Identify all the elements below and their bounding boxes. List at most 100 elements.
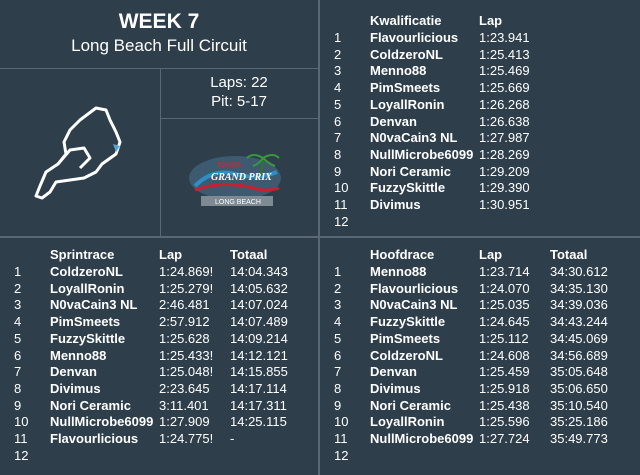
position-cell: 8 [14, 380, 22, 396]
position-cell: 5 [334, 330, 342, 346]
driver-name: LoyallRonin [50, 280, 125, 296]
lap-time: 1:26.268 [479, 96, 530, 112]
qualifying-table: Kwalificatie Lap 1 Flavourlicious 1:23.941… [334, 13, 634, 233]
total-time: 34:56.689 [550, 347, 608, 363]
position-cell: 10 [334, 414, 349, 430]
sprint-table: Sprintrace Lap Totaal 1 ColdzeroNL 1:24.86… [14, 247, 314, 472]
total-time: 34:43.244 [550, 314, 608, 330]
divider-laps [160, 118, 318, 119]
lap-time: 1:25.918 [479, 380, 530, 396]
position-cell: 1 [334, 264, 342, 279]
position-cell: 5 [14, 330, 22, 346]
lap-time: 1:25.669 [479, 80, 530, 96]
position-cell: 6 [14, 347, 22, 363]
position-cell: 9 [334, 163, 342, 179]
lap-time: 1:27.987 [479, 130, 530, 146]
driver-name: ColdzeroNL [50, 264, 123, 279]
lap-time: 2:46.481 [159, 297, 210, 313]
qualifying-header: Kwalificatie [370, 13, 442, 28]
svg-text:TOYOTA: TOYOTA [217, 163, 242, 169]
position-cell: 11 [334, 431, 348, 446]
lap-time: 2:23.645 [159, 380, 210, 396]
svg-text:LONG BEACH: LONG BEACH [215, 199, 261, 206]
lap-header: Lap [479, 13, 503, 28]
total-time: 14:25.115 [230, 414, 287, 430]
position-cell: 3 [334, 63, 342, 79]
driver-name: NullMicrobe6099 [50, 414, 154, 430]
driver-name: Flavourlicious [370, 30, 459, 45]
lap-time: 1:24.775! [159, 431, 214, 446]
total-time: 34:35.130 [550, 280, 608, 296]
driver-name: Flavourlicious [50, 431, 139, 446]
sprint-header: Sprintrace [50, 247, 115, 262]
race-info: Laps: 22 Pit: 5-17 [160, 73, 318, 111]
total-header: Totaal [230, 247, 268, 262]
lap-time: 1:23.941 [479, 30, 530, 45]
position-cell: 7 [334, 130, 342, 146]
driver-name: ColdzeroNL [370, 46, 443, 62]
position-cell: 3 [334, 297, 342, 313]
palm-tree-icon [246, 154, 280, 177]
driver-name: LoyallRonin [370, 414, 445, 430]
lap-time: 2:57.912 [159, 314, 210, 330]
total-time: 35:06.650 [550, 380, 608, 396]
total-time: 14:05.632 [230, 280, 288, 296]
driver-name: Divimus [50, 380, 101, 396]
lap-time: 1:25.438 [479, 397, 530, 413]
lap-time: 1:25.035 [479, 297, 530, 313]
track-map-icon [34, 106, 122, 200]
position-cell: 4 [334, 314, 342, 330]
week-title: WEEK 7 [118, 10, 200, 33]
pit-window: Pit: 5-17 [211, 93, 267, 110]
position-cell: 9 [14, 397, 22, 413]
svg-text:GRAND PRIX: GRAND PRIX [211, 172, 272, 183]
total-time: 14:09.214 [230, 330, 288, 346]
total-time: 35:49.773 [550, 431, 608, 446]
driver-name: PimSmeets [50, 314, 121, 330]
lap-time: 1:25.112 [479, 330, 529, 346]
lap-time: 1:24.608 [479, 347, 530, 363]
laps-count: Laps: 22 [210, 74, 268, 91]
lap-time: 1:24.645 [479, 314, 530, 330]
driver-name: Flavourlicious [370, 280, 459, 296]
driver-name: PimSmeets [370, 330, 441, 346]
driver-name: N0vaCain3 NL [370, 130, 458, 146]
driver-name: PimSmeets [370, 80, 441, 96]
position-cell: 4 [334, 80, 342, 96]
driver-name: N0vaCain3 NL [50, 297, 138, 313]
driver-name: Denvan [370, 113, 417, 129]
lap-time: 1:25.413 [479, 46, 530, 62]
position-cell: 10 [14, 414, 29, 430]
position-cell: 1 [334, 30, 342, 45]
total-time: 14:04.343 [230, 264, 288, 279]
total-time: 14:12.121 [230, 347, 288, 363]
total-time: - [230, 431, 235, 446]
lap-time: 1:25.628 [159, 330, 210, 346]
lap-header: Lap [159, 247, 183, 262]
driver-name: Denvan [50, 364, 97, 380]
main-race-table: Hoofdrace Lap Totaal 1 Menno88 1:23.714 34:… [334, 247, 634, 472]
driver-name: NullMicrobe6099 [370, 146, 474, 162]
position-cell: 2 [334, 46, 342, 62]
driver-name: FuzzySkittle [50, 330, 126, 346]
driver-name: Menno88 [370, 264, 427, 279]
main-race-header: Hoofdrace [370, 247, 435, 262]
total-time: 35:25.186 [550, 414, 608, 430]
position-cell: 3 [14, 297, 22, 313]
lap-time: 1:28.269 [479, 146, 530, 162]
lap-time: 1:27.724 [479, 431, 530, 446]
position-cell: 8 [334, 380, 342, 396]
lap-time: 1:25.279! [159, 280, 214, 296]
lap-time: 3:11.401 [159, 397, 209, 413]
position-cell: 1 [14, 264, 22, 279]
position-cell: 9 [334, 397, 342, 413]
lap-time: 1:29.390 [479, 180, 530, 196]
lap-time: 1:24.070 [479, 280, 530, 296]
driver-name: Divimus [370, 197, 421, 212]
position-cell: 6 [334, 347, 342, 363]
track-name: Long Beach Full Circuit [71, 36, 247, 55]
total-time: 14:07.024 [230, 297, 288, 313]
driver-name: FuzzySkittle [370, 314, 446, 330]
lap-time: 1:25.469 [479, 63, 530, 79]
lap-time: 1:25.433! [159, 347, 214, 363]
